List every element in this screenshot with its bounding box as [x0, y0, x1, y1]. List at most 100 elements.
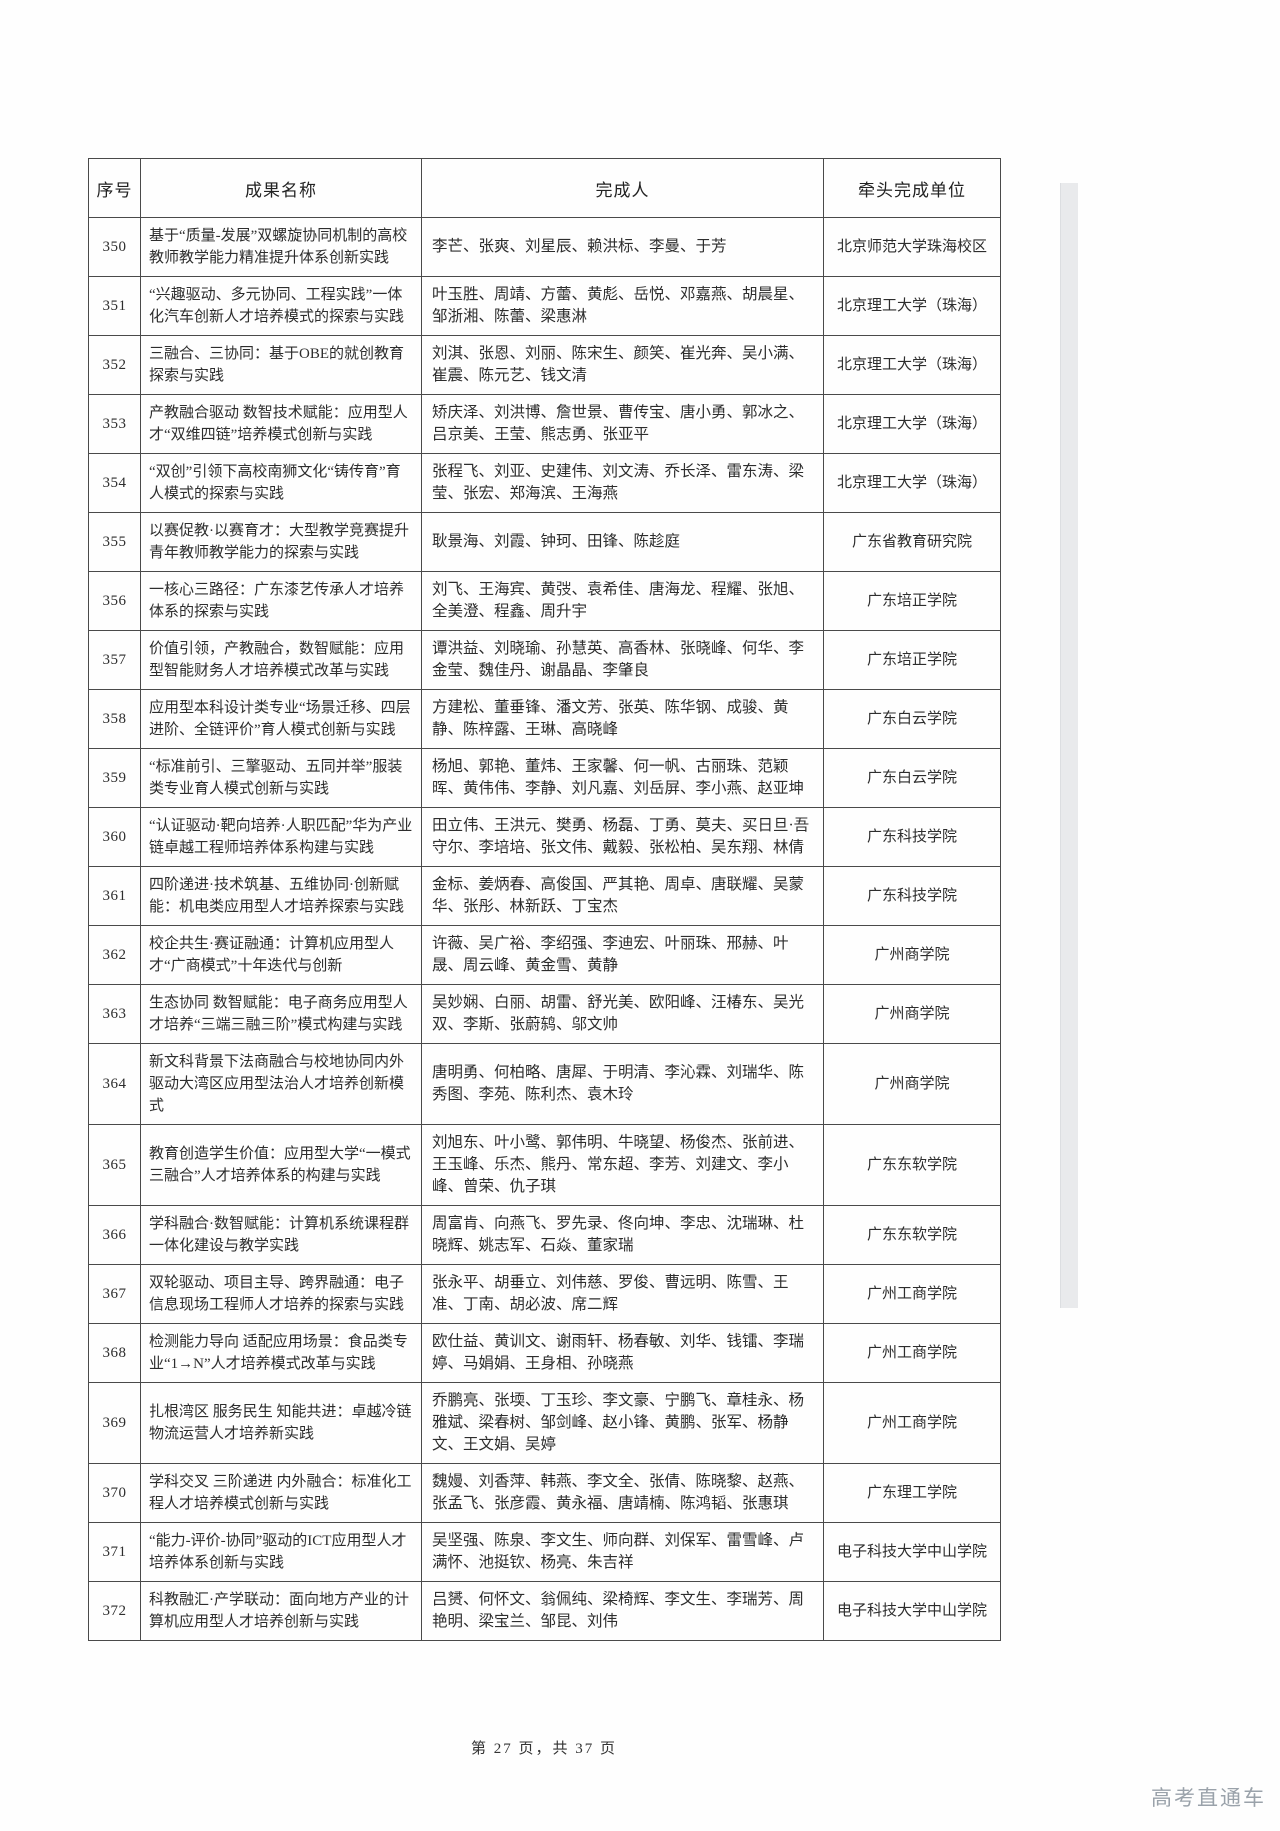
cell-serial-number: 371 — [88, 1522, 141, 1582]
cell-lead-unit: 广东科技学院 — [823, 807, 1001, 867]
cell-lead-unit: 广州工商学院 — [823, 1382, 1001, 1464]
cell-lead-unit: 广东省教育研究院 — [823, 512, 1001, 572]
cell-achievement-name: “双创”引领下高校南狮文化“铸传育”育人模式的探索与实践 — [140, 453, 422, 513]
cell-completers: 许薇、吴广裕、李绍强、李迪宏、叶丽珠、邢赫、叶晟、周云峰、黄金雪、黄静 — [421, 925, 824, 985]
cell-completers: 刘飞、王海宾、黄弢、袁希佳、唐海龙、程耀、张旭、全美澄、程鑫、周升宇 — [421, 571, 824, 631]
cell-lead-unit: 广东理工学院 — [823, 1463, 1001, 1523]
table-header-row: 序号 成果名称 完成人 牵头完成单位 — [88, 158, 1001, 218]
table-row: 371 “能力-评价-协同”驱动的ICT应用型人才培养体系创新与实践 吴坚强、陈泉、… — [88, 1522, 1001, 1582]
table-row: 350 基于“质量-发展”双螺旋协同机制的高校教师教学能力精准提升体系创新实践 李芒… — [88, 217, 1001, 277]
results-table-body: 350 基于“质量-发展”双螺旋协同机制的高校教师教学能力精准提升体系创新实践 李芒… — [88, 217, 1001, 1641]
cell-serial-number: 369 — [88, 1382, 141, 1464]
cell-completers: 金标、姜炳春、高俊国、严其艳、周卓、唐联耀、吴蒙华、张彤、林新跃、丁宝杰 — [421, 866, 824, 926]
cell-lead-unit: 广东白云学院 — [823, 748, 1001, 808]
cell-serial-number: 350 — [88, 217, 141, 277]
cell-lead-unit: 广东培正学院 — [823, 571, 1001, 631]
cell-serial-number: 370 — [88, 1463, 141, 1523]
cell-lead-unit: 北京理工大学（珠海） — [823, 394, 1001, 454]
cell-serial-number: 364 — [88, 1043, 141, 1125]
cell-serial-number: 351 — [88, 276, 141, 336]
table-row: 354 “双创”引领下高校南狮文化“铸传育”育人模式的探索与实践 张程飞、刘亚、史建… — [88, 453, 1001, 513]
cell-serial-number: 365 — [88, 1124, 141, 1206]
table-row: 361 四阶递进·技术筑基、五维协同·创新赋能：机电类应用型人才培养探索与实践 金标… — [88, 866, 1001, 926]
cell-achievement-name: 产教融合驱动 数智技术赋能：应用型人才“双维四链”培养模式创新与实践 — [140, 394, 422, 454]
table-header: 序号 成果名称 完成人 牵头完成单位 — [88, 158, 1001, 218]
cell-serial-number: 355 — [88, 512, 141, 572]
page-edge-strip — [1060, 183, 1078, 1308]
cell-achievement-name: “兴趣驱动、多元协同、工程实践”一体化汽车创新人才培养模式的探索与实践 — [140, 276, 422, 336]
cell-achievement-name: “标准前引、三擎驱动、五同并举”服装类专业育人模式创新与实践 — [140, 748, 422, 808]
cell-serial-number: 366 — [88, 1205, 141, 1265]
cell-lead-unit: 北京师范大学珠海校区 — [823, 217, 1001, 277]
cell-completers: 乔鹏亮、张堧、丁玉珍、李文豪、宁鹏飞、章桂永、杨雅斌、梁春树、邹剑峰、赵小锋、黄… — [421, 1382, 824, 1464]
cell-completers: 耿景海、刘霞、钟珂、田锋、陈趁庭 — [421, 512, 824, 572]
table-row: 368 检测能力导向 适配应用场景：食品类专业“1→N”人才培养模式改革与实践 欧仕… — [88, 1323, 1001, 1383]
cell-achievement-name: 教育创造学生价值：应用型大学“一模式三融合”人才培养体系的构建与实践 — [140, 1124, 422, 1206]
cell-serial-number: 359 — [88, 748, 141, 808]
header-achievement-name: 成果名称 — [140, 158, 422, 218]
cell-lead-unit: 广东培正学院 — [823, 630, 1001, 690]
cell-completers: 吴妙娴、白丽、胡雷、舒光美、欧阳峰、汪椿东、吴光双、李斯、张蔚鸫、邬文帅 — [421, 984, 824, 1044]
cell-completers: 唐明勇、何柏略、唐犀、于明清、李沁霖、刘瑞华、陈秀图、李苑、陈利杰、袁木玲 — [421, 1043, 824, 1125]
cell-lead-unit: 广州工商学院 — [823, 1323, 1001, 1383]
cell-lead-unit: 广州工商学院 — [823, 1264, 1001, 1324]
cell-achievement-name: “认证驱动·靶向培养·人职匹配”华为产业链卓越工程师培养体系构建与实践 — [140, 807, 422, 867]
cell-lead-unit: 北京理工大学（珠海） — [823, 335, 1001, 395]
page-number-footer: 第 27 页，共 37 页 — [470, 1741, 617, 1757]
table-row: 358 应用型本科设计类专业“场景迁移、四层进阶、全链评价”育人模式创新与实践 方建… — [88, 689, 1001, 749]
table-row: 356 一核心三路径：广东漆艺传承人才培养体系的探索与实践 刘飞、王海宾、黄弢、袁希… — [88, 571, 1001, 631]
table-row: 353 产教融合驱动 数智技术赋能：应用型人才“双维四链”培养模式创新与实践 矫庆泽… — [88, 394, 1001, 454]
cell-completers: 方建松、董垂锋、潘文芳、张英、陈华钢、成骏、黄静、陈梓露、王琳、高晓峰 — [421, 689, 824, 749]
cell-achievement-name: 新文科背景下法商融合与校地协同内外驱动大湾区应用型法治人才培养创新模式 — [140, 1043, 422, 1125]
cell-achievement-name: 一核心三路径：广东漆艺传承人才培养体系的探索与实践 — [140, 571, 422, 631]
cell-achievement-name: 四阶递进·技术筑基、五维协同·创新赋能：机电类应用型人才培养探索与实践 — [140, 866, 422, 926]
achievements-table: 序号 成果名称 完成人 牵头完成单位 350 基于“质量-发展”双螺旋协同机制的高… — [88, 158, 1001, 1641]
cell-completers: 张永平、胡垂立、刘伟慈、罗俊、曹远明、陈雪、王准、丁南、胡必波、席二辉 — [421, 1264, 824, 1324]
table-row: 372 科教融汇·产学联动：面向地方产业的计算机应用型人才培养创新与实践 吕赟、何怀… — [88, 1581, 1001, 1641]
cell-lead-unit: 广州商学院 — [823, 1043, 1001, 1125]
table-row: 359 “标准前引、三擎驱动、五同并举”服装类专业育人模式创新与实践 杨旭、郭艳、董… — [88, 748, 1001, 808]
cell-completers: 杨旭、郭艳、董炜、王家馨、何一帆、古丽珠、范颖晖、黄伟伟、李静、刘凡嘉、刘岳屏、… — [421, 748, 824, 808]
cell-lead-unit: 广东白云学院 — [823, 689, 1001, 749]
cell-completers: 吕赟、何怀文、翁佩纯、梁椅辉、李文生、李瑞芳、周艳明、梁宝兰、邹昆、刘伟 — [421, 1581, 824, 1641]
cell-completers: 周富肯、向燕飞、罗先录、佟向坤、李忠、沈瑞琳、杜晓辉、姚志军、石焱、董家瑞 — [421, 1205, 824, 1265]
table-row: 360 “认证驱动·靶向培养·人职匹配”华为产业链卓越工程师培养体系构建与实践 田立… — [88, 807, 1001, 867]
cell-lead-unit: 电子科技大学中山学院 — [823, 1581, 1001, 1641]
cell-completers: 叶玉胜、周靖、方蕾、黄彪、岳悦、邓嘉燕、胡晨星、邹浙湘、陈蕾、梁惠淋 — [421, 276, 824, 336]
cell-achievement-name: 扎根湾区 服务民生 知能共进：卓越冷链物流运营人才培养新实践 — [140, 1382, 422, 1464]
table-row: 364 新文科背景下法商融合与校地协同内外驱动大湾区应用型法治人才培养创新模式 唐明… — [88, 1043, 1001, 1125]
cell-achievement-name: 双轮驱动、项目主导、跨界融通：电子信息现场工程师人才培养的探索与实践 — [140, 1264, 422, 1324]
cell-completers: 田立伟、王洪元、樊勇、杨磊、丁勇、莫夫、买日旦·吾守尔、李培培、张文伟、戴毅、张… — [421, 807, 824, 867]
cell-completers: 吴坚强、陈泉、李文生、师向群、刘保军、雷雪峰、卢满怀、池挺钦、杨亮、朱吉祥 — [421, 1522, 824, 1582]
cell-achievement-name: 科教融汇·产学联动：面向地方产业的计算机应用型人才培养创新与实践 — [140, 1581, 422, 1641]
cell-completers: 刘旭东、叶小鹭、郭伟明、牛晓望、杨俊杰、张前进、王玉峰、乐杰、熊丹、常东超、李芳… — [421, 1124, 824, 1206]
cell-serial-number: 362 — [88, 925, 141, 985]
header-lead-unit: 牵头完成单位 — [823, 158, 1001, 218]
table-row: 355 以赛促教·以赛育才：大型教学竞赛提升青年教师教学能力的探索与实践 耿景海、刘… — [88, 512, 1001, 572]
table-row: 365 教育创造学生价值：应用型大学“一模式三融合”人才培养体系的构建与实践 刘旭东… — [88, 1124, 1001, 1206]
cell-achievement-name: “能力-评价-协同”驱动的ICT应用型人才培养体系创新与实践 — [140, 1522, 422, 1582]
cell-serial-number: 367 — [88, 1264, 141, 1324]
cell-serial-number: 353 — [88, 394, 141, 454]
table-row: 362 校企共生·赛证融通：计算机应用型人才“广商模式”十年迭代与创新 许薇、吴广裕… — [88, 925, 1001, 985]
cell-achievement-name: 校企共生·赛证融通：计算机应用型人才“广商模式”十年迭代与创新 — [140, 925, 422, 985]
cell-serial-number: 360 — [88, 807, 141, 867]
cell-achievement-name: 应用型本科设计类专业“场景迁移、四层进阶、全链评价”育人模式创新与实践 — [140, 689, 422, 749]
cell-achievement-name: 学科融合·数智赋能：计算机系统课程群一体化建设与教学实践 — [140, 1205, 422, 1265]
table-row: 367 双轮驱动、项目主导、跨界融通：电子信息现场工程师人才培养的探索与实践 张永平… — [88, 1264, 1001, 1324]
cell-lead-unit: 广州商学院 — [823, 984, 1001, 1044]
cell-serial-number: 361 — [88, 866, 141, 926]
cell-serial-number: 372 — [88, 1581, 141, 1641]
cell-lead-unit: 北京理工大学（珠海） — [823, 276, 1001, 336]
cell-lead-unit: 广东科技学院 — [823, 866, 1001, 926]
table-row: 370 学科交叉 三阶递进 内外融合：标准化工程人才培养模式创新与实践 魏嫚、刘香萍… — [88, 1463, 1001, 1523]
watermark-text: 高考直通车 — [1151, 1787, 1266, 1810]
cell-completers: 矫庆泽、刘洪博、詹世景、曹传宝、唐小勇、郭冰之、吕京美、王莹、熊志勇、张亚平 — [421, 394, 824, 454]
table-row: 363 生态协同 数智赋能：电子商务应用型人才培养“三端三融三阶”模式构建与实践吴… — [88, 984, 1001, 1044]
cell-achievement-name: 学科交叉 三阶递进 内外融合：标准化工程人才培养模式创新与实践 — [140, 1463, 422, 1523]
cell-lead-unit: 广东东软学院 — [823, 1124, 1001, 1206]
cell-serial-number: 357 — [88, 630, 141, 690]
cell-serial-number: 358 — [88, 689, 141, 749]
cell-lead-unit: 广东东软学院 — [823, 1205, 1001, 1265]
table-row: 369 扎根湾区 服务民生 知能共进：卓越冷链物流运营人才培养新实践 乔鹏亮、张堧、… — [88, 1382, 1001, 1464]
